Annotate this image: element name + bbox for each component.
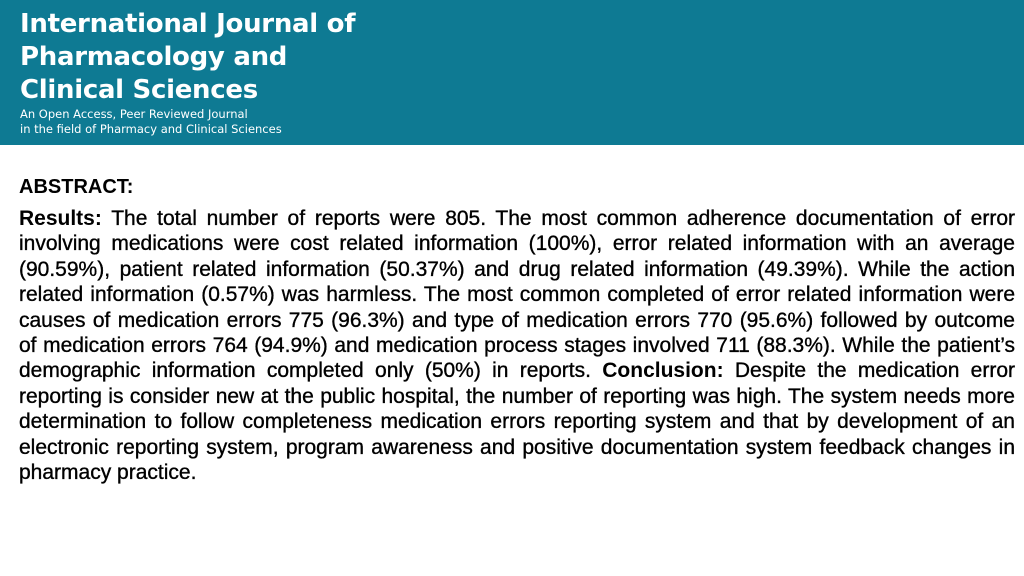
journal-header-banner: International Journal of Pharmacology an… (0, 0, 1024, 145)
abstract-body: Results: The total number of reports wer… (19, 206, 1015, 485)
conclusion-label: Conclusion: (602, 359, 724, 383)
journal-tagline-line-2: in the field of Pharmacy and Clinical Sc… (20, 122, 282, 136)
journal-tagline-line-1: An Open Access, Peer Reviewed Journal (20, 107, 248, 121)
journal-title-line-1: International Journal of (20, 9, 356, 39)
journal-title-line-3: Clinical Sciences (20, 75, 258, 105)
conclusion-text: Despite the medication error reporting i… (19, 359, 1016, 485)
abstract-section: ABSTRACT: Results: The total number of r… (19, 174, 1015, 485)
results-label: Results: (19, 207, 102, 230)
journal-title: International Journal of Pharmacology an… (20, 8, 356, 107)
results-text: The total number of reports were 805. Th… (19, 207, 1015, 383)
journal-title-line-2: Pharmacology and (20, 42, 288, 72)
journal-tagline: An Open Access, Peer Reviewed Journal in… (20, 107, 282, 137)
abstract-heading: ABSTRACT: (19, 176, 134, 198)
